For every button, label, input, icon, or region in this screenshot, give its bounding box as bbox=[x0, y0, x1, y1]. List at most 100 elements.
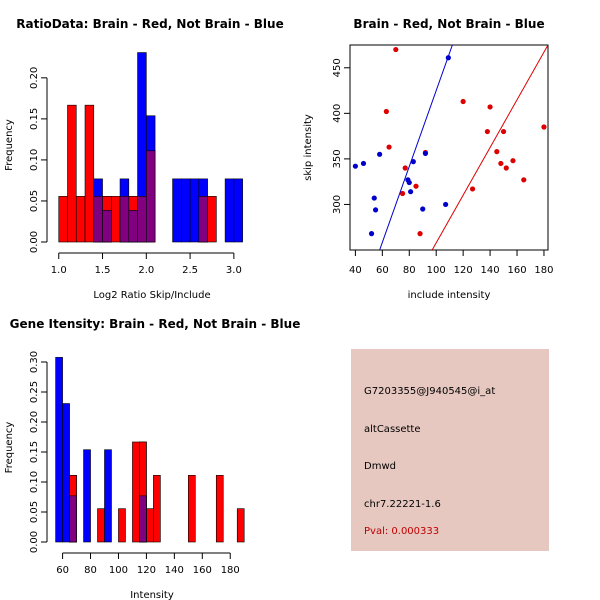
scatter-point-brain bbox=[386, 144, 392, 150]
ratio-bar-overlap bbox=[119, 196, 130, 243]
ratio-bar-overlap bbox=[146, 150, 156, 243]
ratio-y-tick-label: 0.05 bbox=[29, 190, 40, 212]
intensity-x-tick-label: 180 bbox=[221, 565, 240, 576]
intensity-x-tick-label: 100 bbox=[109, 565, 128, 576]
event-type-label: altCassette bbox=[364, 424, 421, 435]
ratio-title: RatioData: Brain - Red, Not Brain - Blue bbox=[16, 17, 283, 31]
pval-label: Pval: 0.000333 bbox=[364, 526, 440, 537]
ratio-x-tick-label: 1.5 bbox=[95, 265, 111, 276]
ratio-bar-overlap bbox=[93, 196, 103, 243]
ratio-x-tick-label: 3.0 bbox=[226, 265, 242, 276]
intensity-bar-not-brain bbox=[55, 357, 63, 543]
scatter-point-not-brain bbox=[410, 159, 416, 165]
intensity-bar-not-brain bbox=[83, 449, 91, 543]
ratio-bar-not-brain bbox=[189, 178, 200, 243]
scatter-point-not-brain bbox=[352, 163, 358, 169]
ratio-bar-brain bbox=[75, 196, 86, 243]
scatter-point-brain bbox=[498, 160, 504, 167]
intensity-bar-brain bbox=[146, 508, 154, 543]
scatter-title: Brain - Red, Not Brain - Blue bbox=[353, 17, 544, 31]
scatter-point-brain bbox=[494, 149, 500, 155]
ratio-bar-brain bbox=[207, 196, 217, 243]
scatter-point-not-brain bbox=[445, 55, 451, 61]
scatter-point-brain bbox=[521, 177, 527, 183]
scatter-point-not-brain bbox=[422, 150, 429, 157]
intensity-ylabel: Frequency bbox=[4, 422, 15, 474]
ratio-bar-not-brain bbox=[172, 178, 182, 243]
scatter-fit-line-not-brain bbox=[379, 45, 453, 250]
scatter-point-not-brain bbox=[406, 179, 412, 186]
scatter-point-not-brain bbox=[443, 201, 449, 208]
intensity-x-tick-label: 80 bbox=[84, 565, 97, 576]
scatter-point-brain bbox=[503, 165, 509, 171]
intensity-y-tick-label: 0.10 bbox=[29, 471, 40, 493]
scatter-x-tick-label: 80 bbox=[403, 265, 416, 276]
intensity-x-tick-label: 160 bbox=[193, 565, 212, 576]
intensity-bar-not-brain bbox=[104, 449, 112, 543]
ratio-y-tick-label: 0.15 bbox=[29, 108, 40, 130]
scatter-x-tick-label: 180 bbox=[534, 265, 553, 276]
info-panel: G7203355@J940545@i_at altCassette Dmwd c… bbox=[351, 349, 549, 551]
scatter-fit-line-brain bbox=[431, 45, 548, 250]
ratio-x-tick-label: 2.0 bbox=[138, 265, 154, 276]
scatter-point-brain bbox=[469, 186, 476, 192]
scatter-point-not-brain bbox=[368, 231, 375, 237]
scatter-point-brain bbox=[487, 104, 493, 110]
scatter-xlabel: include intensity bbox=[408, 290, 491, 301]
location-label: chr7.22221-1.6 bbox=[364, 499, 441, 510]
scatter-point-not-brain bbox=[377, 151, 383, 157]
scatter-y-tick-label: 350 bbox=[332, 149, 343, 168]
intensity-x-tick-label: 120 bbox=[137, 565, 156, 576]
scatter-point-brain bbox=[460, 98, 466, 105]
scatter-point-not-brain bbox=[371, 195, 377, 201]
intensity-y-tick-label: 0.00 bbox=[29, 531, 40, 553]
scatter-point-brain bbox=[413, 183, 419, 189]
scatter-point-not-brain bbox=[360, 160, 367, 167]
intensity-bar-brain bbox=[153, 475, 161, 543]
intensity-xlabel: Intensity bbox=[130, 590, 174, 600]
intensity-x-tick-label: 60 bbox=[56, 565, 69, 576]
scatter-y-tick-label: 450 bbox=[332, 58, 343, 77]
ratio-bar-not-brain bbox=[181, 178, 191, 243]
scatter-point-not-brain bbox=[372, 207, 379, 213]
ratio-xlabel: Log2 Ratio Skip/Include bbox=[93, 290, 210, 301]
ratio-bar-overlap bbox=[128, 210, 138, 243]
ratio-bar-overlap bbox=[102, 210, 112, 243]
scatter-point-brain bbox=[399, 190, 406, 197]
scatter-point-brain bbox=[393, 46, 399, 53]
scatter-point-brain bbox=[383, 108, 389, 115]
ratio-ylabel: Frequency bbox=[4, 119, 15, 171]
ratio-y-tick-label: 0.10 bbox=[29, 149, 40, 171]
scatter-point-brain bbox=[500, 128, 507, 135]
scatter-plot-frame bbox=[349, 44, 549, 251]
ratio-bar-brain bbox=[110, 196, 121, 243]
gene-name-label: Dmwd bbox=[364, 461, 396, 472]
ratio-x-tick-label: 1.0 bbox=[51, 265, 67, 276]
intensity-y-tick-label: 0.25 bbox=[29, 381, 40, 403]
intensity-x-tick-label: 140 bbox=[165, 565, 184, 576]
ratio-bar-brain bbox=[84, 104, 95, 243]
scatter-point-brain bbox=[484, 128, 490, 135]
scatter-x-tick-label: 60 bbox=[376, 265, 389, 276]
intensity-bar-brain bbox=[118, 508, 126, 543]
scatter-y-tick-label: 400 bbox=[332, 104, 343, 123]
intensity-bar-brain bbox=[236, 508, 245, 543]
ratio-x-tick-label: 2.5 bbox=[182, 265, 198, 276]
scatter-x-tick-label: 40 bbox=[349, 265, 362, 276]
scatter-x-tick-label: 160 bbox=[507, 265, 526, 276]
ratio-bar-brain bbox=[58, 196, 68, 243]
ratio-bar-brain bbox=[67, 104, 77, 243]
intensity-title: Gene Itensity: Brain - Red, Not Brain - … bbox=[10, 317, 301, 331]
scatter-x-tick-label: 120 bbox=[454, 265, 473, 276]
ratio-bar-overlap bbox=[198, 196, 208, 243]
scatter-x-tick-label: 140 bbox=[481, 265, 500, 276]
scatter-point-not-brain bbox=[420, 206, 426, 212]
ratio-bar-not-brain bbox=[224, 178, 235, 243]
intensity-y-tick-label: 0.15 bbox=[29, 441, 40, 463]
intensity-y-tick-label: 0.20 bbox=[29, 411, 40, 433]
intensity-bar-brain bbox=[188, 475, 196, 543]
scatter-ylabel: skip intensity bbox=[303, 114, 314, 181]
ratio-y-tick-label: 0.00 bbox=[29, 231, 40, 253]
intensity-bar-brain bbox=[97, 508, 105, 543]
